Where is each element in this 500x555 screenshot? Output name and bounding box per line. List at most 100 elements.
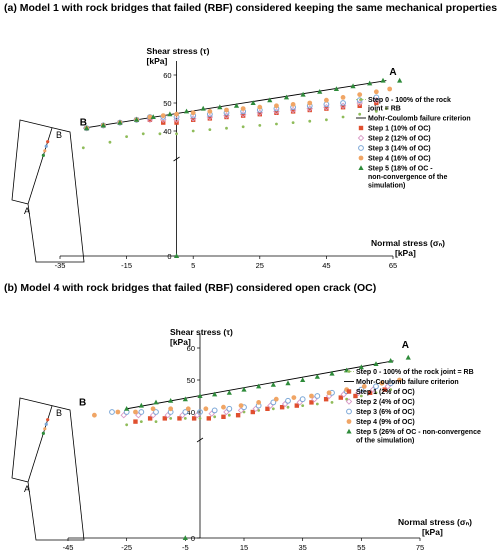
panel-b-series-3-point [314, 393, 321, 399]
panel-a-legend-step5-text: simulation) [368, 183, 405, 190]
panel-b-series-5-point [226, 390, 232, 395]
panel-a-joint-marker [44, 144, 48, 148]
panel-b-legend: Step 0 - 100% of the rock joint = RB Mohr… [344, 369, 481, 445]
panel-a-series-4-point [224, 107, 229, 113]
panel-b-sketch-label-a: A [24, 484, 30, 494]
panel-a-y-axis-unit: [kPa] [147, 56, 168, 66]
panel-a-series-1-point [224, 114, 229, 120]
panel-b-series-0-point [374, 391, 378, 395]
panel-a-series-5-point [100, 122, 106, 128]
panel-a-series-0-point [325, 118, 328, 122]
panel-b-x-tick-label: 35 [298, 543, 306, 552]
panel-b-series-0-point [213, 415, 217, 419]
panel-b-joint-marker [41, 431, 45, 435]
panel-b-series-1 [133, 387, 387, 424]
panel-b-series-5 [124, 354, 411, 540]
panel-b-series-3 [109, 380, 394, 415]
panel-a-series-1-point [240, 113, 246, 118]
panel-a-joint-marker [46, 140, 50, 144]
panel-b-series-3-point [285, 397, 291, 404]
panel-b-series-3-point [270, 399, 277, 406]
panel-b-x-tick-label: 15 [240, 543, 248, 552]
panel-b-legend-step4-marker [346, 419, 352, 424]
panel-b-series-1-point [177, 416, 182, 421]
panel-b-x-axis-label: Normal stress (σₙ) [398, 517, 472, 527]
panel-b-series-5-point [212, 391, 218, 397]
panel-b-series-3-point [387, 380, 394, 387]
panel-a-y-axis-label: Shear stress (τ) [147, 46, 210, 56]
panel-b-legend-step3-text: Step 3 (6% of OC) [356, 409, 415, 416]
panel-a-legend-step2-marker [357, 134, 365, 142]
panel-a-series-1-point [274, 110, 279, 115]
panel-a-series-1-point [324, 106, 329, 111]
panel-b-series-1-point [221, 414, 226, 419]
panel-b-series-5-point [270, 382, 276, 387]
panel-b-series-0-point [125, 423, 129, 427]
panel-b-series-3-point [373, 383, 379, 390]
panel-a-series-0-point [208, 128, 212, 132]
panel-b-y-axis-label: Shear stress (τ) [170, 327, 233, 337]
panel-b-series-0-point [139, 420, 143, 423]
panel-a-series-4-point [207, 109, 213, 114]
panel-b-point-label: A [402, 340, 409, 351]
panel-a-legend: Step 0 - 100% of the rock joint = RB Mohr-… [356, 97, 471, 190]
panel-b-series-4-point [185, 406, 191, 412]
panel-b-series-0-point [301, 404, 305, 407]
panel-b-series-2 [120, 383, 391, 419]
panel-a-series-4-point [290, 102, 296, 107]
panel-b-series-3-point [211, 407, 218, 414]
panel-b-series-5-point [285, 380, 291, 386]
panel-a-series-4-point [373, 89, 379, 95]
panel-a-slope-outline [11, 119, 85, 263]
panel-b-series-1-point [323, 397, 329, 402]
panel-a-series-3-point [373, 94, 380, 101]
panel-a-series-5-point [233, 103, 240, 108]
panel-a-y-tick-label: 60 [163, 71, 171, 80]
panel-a-series-1-point [207, 116, 213, 121]
panel-b-series-1-point [367, 390, 373, 395]
panel-b-series-4-point [203, 406, 209, 412]
panel-b-legend-step5-marker [346, 428, 352, 434]
panel-b-legend-step5-text: Step 5 (26% of OC - non-convergence [356, 429, 481, 436]
panel-a-series-0-point [275, 122, 278, 126]
panel-a-series-4-point [340, 95, 346, 100]
panel-b-legend-step2-text: Step 2 (4% of OC) [356, 399, 415, 406]
panel-b-series-5-point [314, 374, 320, 379]
panel-b-axis-break [196, 437, 204, 443]
panel-b-series-1-point [294, 403, 299, 408]
panel-b-series-0-point [389, 388, 393, 391]
panel-a-series-4-point [160, 113, 166, 118]
panel-a-series-5-point [150, 114, 156, 119]
panel-b-series-3-point [109, 409, 115, 415]
panel-b-series-5-point [182, 535, 188, 540]
panel-b-series-5-point [168, 398, 174, 403]
panel-a-series-5-point [367, 80, 373, 86]
panel-b-legend-step0-marker [347, 370, 351, 373]
panel-b-series-4-point [150, 406, 156, 412]
panel-a-x-tick-label: -35 [55, 261, 66, 270]
panel-b-legend-step5-text: of the simulation) [356, 438, 414, 445]
panel-a-sketch-label-b: B [56, 130, 62, 140]
panel-a-series-0-point [158, 132, 162, 136]
panel-b-series-4 [92, 377, 402, 418]
panel-b-series-1-point [235, 413, 241, 418]
panel-b-x-tick-label: -25 [121, 543, 132, 552]
panel-a-series-1-point [307, 107, 312, 113]
panel-a-legend-criterion-text: Mohr-Coulomb failure criterion [368, 116, 471, 123]
panel-b-legend-step3-marker [346, 408, 352, 415]
panel-a-series-5-point [133, 117, 140, 122]
panel-b-y-tick-label: 40 [187, 408, 195, 417]
panel-b-slope-outline [11, 397, 85, 541]
panel-a-series-0-point [241, 125, 245, 129]
panel-b-series-5-point [329, 370, 335, 376]
panel-b-series-0-point [169, 417, 173, 420]
panel-b-series-3-point [299, 396, 306, 403]
panel-a-series-5-point [267, 97, 273, 103]
panel-b-series-5-point [182, 396, 188, 402]
panel-a-y-tick-label: 0 [167, 252, 171, 261]
panel-b-series-5-point [373, 361, 379, 366]
panel-a-series-0-point [81, 146, 85, 150]
panel-b-series-0 [125, 388, 393, 427]
panel-a-legend-step0-text: Step 0 - 100% of the rock [368, 97, 451, 104]
